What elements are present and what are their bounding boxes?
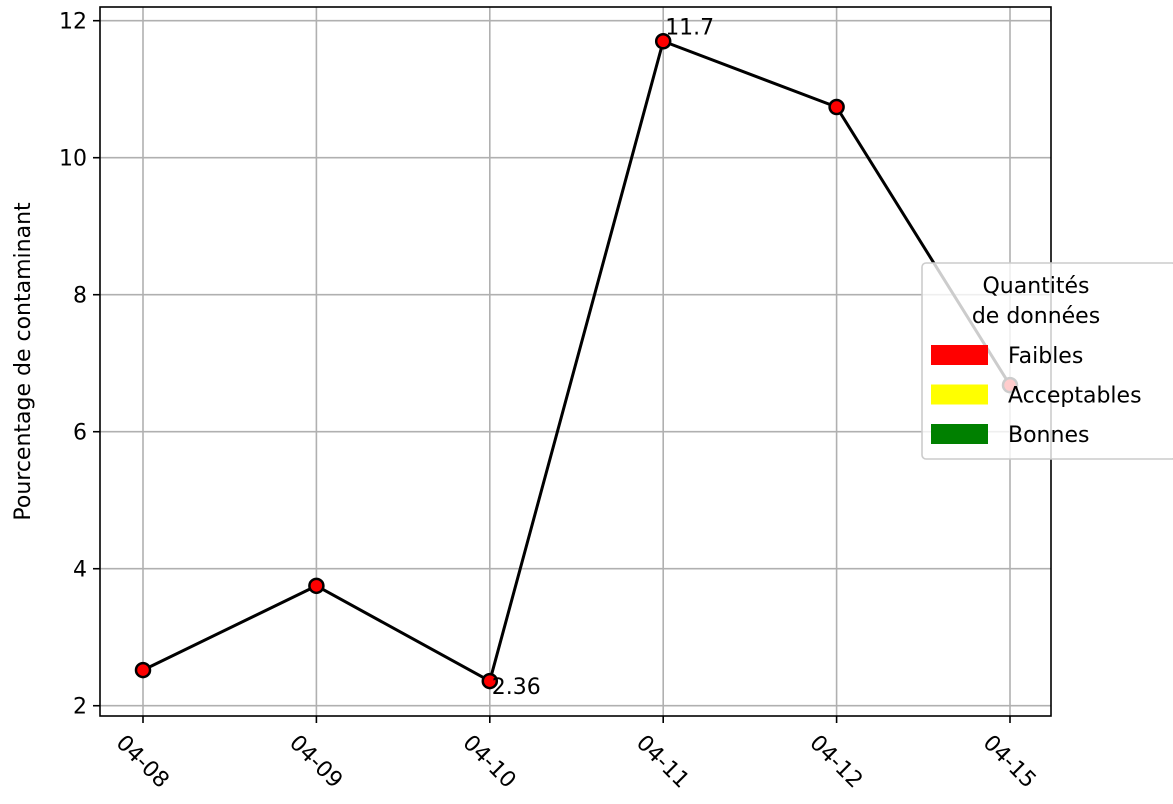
y-tick-label: 10 (59, 147, 87, 172)
data-label: 11.7 (665, 15, 714, 40)
legend-box (921, 262, 1173, 460)
series (134, 33, 1019, 690)
data-point (134, 661, 152, 679)
y-axis: 2 4 6 8 10 12 (59, 10, 100, 720)
legend-title: de données (972, 304, 1100, 329)
data-label: 2.36 (492, 675, 541, 700)
series-line (142, 39, 1012, 683)
legend-label: Faibles (1008, 344, 1083, 369)
x-tick-label: 04-12 (804, 731, 867, 794)
y-tick-label: 2 (73, 695, 87, 720)
y-axis-title: Pourcentage de contaminant (11, 202, 36, 521)
y-tick-label: 4 (73, 558, 87, 583)
y-tick-label: 12 (59, 10, 87, 35)
data-point (481, 672, 499, 690)
legend-label: Bonnes (1008, 423, 1089, 448)
x-tick-label: 04-15 (978, 731, 1041, 794)
legend-swatch (931, 424, 988, 444)
x-tick-label: 04-10 (458, 731, 521, 794)
grid (100, 7, 1051, 716)
legend-swatch (931, 384, 988, 405)
x-tick-label: 04-09 (284, 731, 347, 794)
legend-swatch (931, 345, 988, 365)
x-tick-label: 04-11 (631, 731, 694, 794)
data-point (654, 33, 672, 50)
y-tick-label: 6 (73, 421, 87, 446)
legend: Quantités de données Faibles Acceptables Bon… (921, 262, 1173, 460)
y-tick-label: 8 (73, 284, 87, 309)
legend-label: Acceptables (1008, 384, 1142, 409)
data-point (308, 577, 325, 595)
legend-title: Quantités (982, 274, 1089, 299)
data-labels: 2.36 11.7 (492, 15, 714, 700)
x-tick-label: 04-08 (111, 731, 174, 794)
data-point (828, 98, 845, 116)
x-axis: 04-08 04-09 04-10 04-11 04-12 04-15 (111, 716, 1041, 793)
